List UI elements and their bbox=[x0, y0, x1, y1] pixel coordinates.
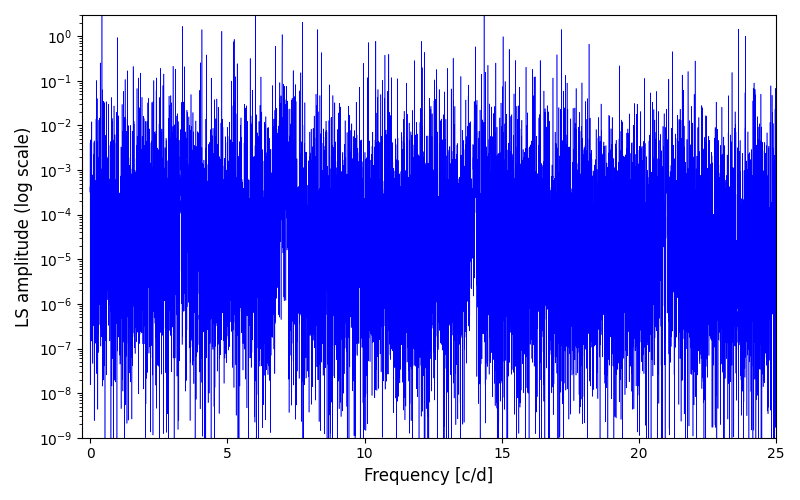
Y-axis label: LS amplitude (log scale): LS amplitude (log scale) bbox=[15, 126, 33, 326]
X-axis label: Frequency [c/d]: Frequency [c/d] bbox=[364, 467, 494, 485]
